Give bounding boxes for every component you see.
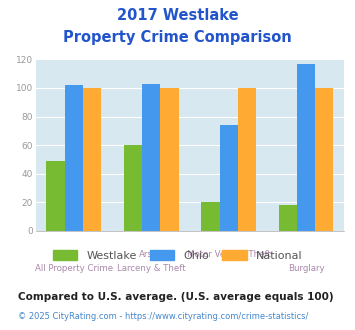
Bar <box>160 88 179 231</box>
Text: Compared to U.S. average. (U.S. average equals 100): Compared to U.S. average. (U.S. average … <box>18 292 333 302</box>
Text: Larceny & Theft: Larceny & Theft <box>117 264 186 273</box>
Text: Property Crime Comparison: Property Crime Comparison <box>63 30 292 45</box>
Text: © 2025 CityRating.com - https://www.cityrating.com/crime-statistics/: © 2025 CityRating.com - https://www.city… <box>18 312 308 321</box>
Bar <box>47 161 65 231</box>
Bar <box>83 88 101 231</box>
Text: All Property Crime: All Property Crime <box>35 264 113 273</box>
Bar <box>201 202 219 231</box>
Bar <box>238 88 256 231</box>
Text: Motor Vehicle Theft: Motor Vehicle Theft <box>187 250 271 259</box>
Text: 2017 Westlake: 2017 Westlake <box>117 8 238 23</box>
Bar <box>297 64 315 231</box>
Legend: Westlake, Ohio, National: Westlake, Ohio, National <box>53 250 302 260</box>
Bar <box>65 85 83 231</box>
Bar <box>219 125 238 231</box>
Bar <box>279 205 297 231</box>
Bar <box>142 84 160 231</box>
Bar <box>124 145 142 231</box>
Text: Burglary: Burglary <box>288 264 324 273</box>
Text: Arson: Arson <box>139 250 164 259</box>
Bar <box>315 88 333 231</box>
